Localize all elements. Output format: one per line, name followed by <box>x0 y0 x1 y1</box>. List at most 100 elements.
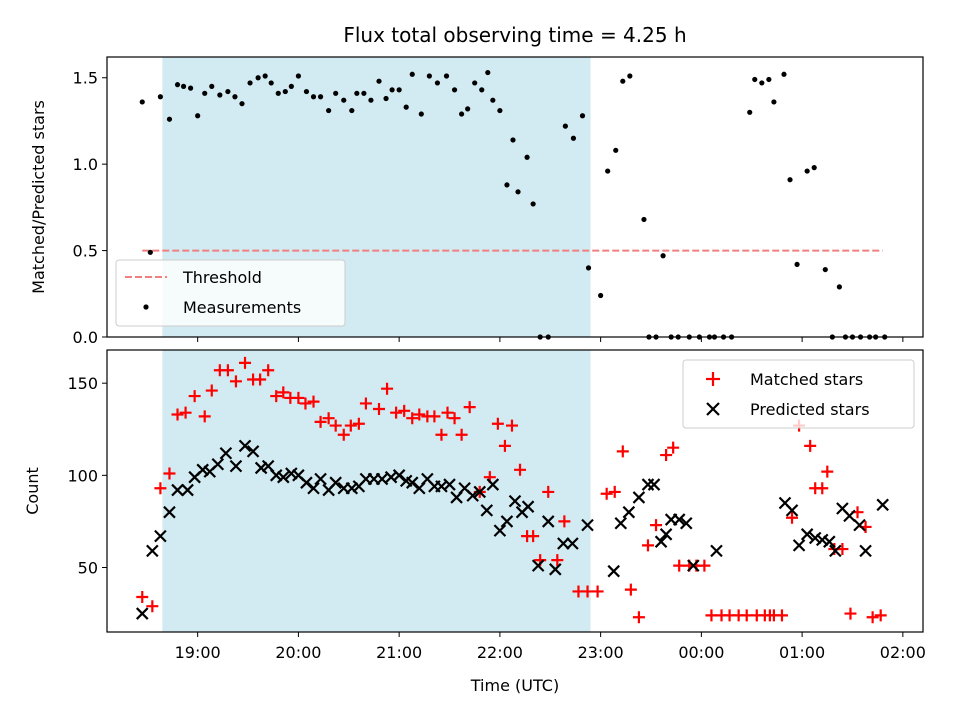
predicted-star-point <box>815 533 829 547</box>
measurement-point <box>787 177 793 183</box>
measurement-point <box>747 109 753 115</box>
matched-star-point <box>435 428 448 441</box>
matched-star-point <box>600 487 613 500</box>
predicted-star-point <box>277 470 290 484</box>
matched-star-point <box>292 391 305 404</box>
measurement-point <box>341 97 347 103</box>
predicted-star-point <box>345 481 359 495</box>
measurement-point <box>485 69 491 76</box>
matched-star-point <box>413 408 426 421</box>
measurement-point <box>426 73 432 79</box>
matched-star-point <box>270 390 283 403</box>
predicted-star-point <box>800 528 814 541</box>
measurement-point <box>282 88 288 95</box>
matched-star-point <box>527 530 540 543</box>
predicted-star-point <box>672 513 686 526</box>
x-tick-label: 00:00 <box>678 643 724 662</box>
measurement-point <box>202 90 208 96</box>
matched-star-point <box>650 519 663 532</box>
x-tick-label: 23:00 <box>578 643 624 662</box>
matched-star-point <box>558 515 571 528</box>
measurement-point <box>660 253 666 259</box>
measurement-point <box>383 95 389 102</box>
matched-star-point <box>624 583 637 596</box>
measurement-point <box>490 97 496 103</box>
matched-star-point <box>698 559 711 572</box>
measurement-point <box>562 123 568 129</box>
matched-star-point <box>359 397 372 410</box>
predicted-star-point <box>687 559 700 572</box>
measurement-point <box>239 101 245 107</box>
measurement-point <box>368 97 374 103</box>
measurement-point <box>794 261 800 268</box>
measurement-point <box>443 73 450 79</box>
matched-star-point <box>179 406 192 419</box>
x-tick-label: 22:00 <box>477 643 523 662</box>
measurement-points <box>139 69 888 340</box>
predicted-star-point <box>654 535 668 548</box>
measurement-point <box>217 92 223 98</box>
matched-star-point <box>616 445 629 458</box>
top-legend-box <box>115 259 346 327</box>
measurement-point <box>139 99 145 105</box>
predicted-star-point <box>710 544 723 558</box>
measurement-point <box>766 76 772 83</box>
measurement-point <box>781 71 787 77</box>
matched-star-point <box>373 402 385 415</box>
predicted-star-point <box>466 489 479 502</box>
predicted-star-point <box>146 544 159 558</box>
measurement-point <box>180 83 187 89</box>
x-tick-label: 01:00 <box>779 643 825 662</box>
predicted-star-point <box>211 457 225 471</box>
measurement-point <box>472 80 478 86</box>
predicted-star-point <box>480 504 494 517</box>
matched-star-point <box>660 449 673 462</box>
measurement-point <box>349 107 355 114</box>
x-tick-label: 02:00 <box>880 643 926 662</box>
x-tick-label: 20:00 <box>275 643 321 662</box>
matched-star-point <box>775 609 788 622</box>
matched-star-point <box>398 404 411 417</box>
predicted-star-point <box>181 483 194 497</box>
matched-star-point <box>804 439 817 452</box>
measurement-point <box>247 80 253 86</box>
predicted-star-point <box>307 481 320 495</box>
predicted-star-point <box>792 539 806 552</box>
predicted-star-point <box>549 563 562 576</box>
measurement-point <box>275 90 281 96</box>
measurement-point <box>166 116 173 122</box>
predicted-star-point <box>254 461 268 475</box>
x-tick-label: 19:00 <box>175 643 221 662</box>
predicted-star-point <box>531 559 545 572</box>
matched-star-point <box>463 401 476 414</box>
matched-star-point <box>352 417 365 430</box>
measurement-point <box>232 94 238 100</box>
matched-star-point <box>428 410 441 423</box>
y-tick-label: 0.5 <box>73 242 98 261</box>
matched-star-point <box>551 554 564 567</box>
measurement-point <box>157 94 163 100</box>
predicted-star-point <box>641 478 655 491</box>
predicted-star-point <box>632 491 646 504</box>
y-tick-label: 0.0 <box>73 328 98 347</box>
predicted-star-point <box>808 531 822 545</box>
y-tick-label: 1.5 <box>73 69 98 88</box>
legend-matched-label: Matched stars <box>750 370 863 389</box>
measurement-point <box>333 90 339 96</box>
predicted-star-point <box>581 518 594 532</box>
predicted-star-point <box>473 485 487 499</box>
measurement-point <box>479 87 485 93</box>
measurement-point <box>510 137 516 143</box>
predicted-star-point <box>238 439 252 453</box>
matched-star-point <box>198 410 211 423</box>
measurement-point <box>579 113 586 119</box>
matched-star-point <box>673 559 686 572</box>
measurement-point <box>641 216 647 223</box>
matched-star-point <box>505 419 518 432</box>
predicted-star-point <box>500 515 514 528</box>
matched-star-point <box>381 382 394 395</box>
y-tick-label: 100 <box>67 466 98 485</box>
measurement-point <box>389 87 395 93</box>
measurement-point <box>396 87 402 93</box>
